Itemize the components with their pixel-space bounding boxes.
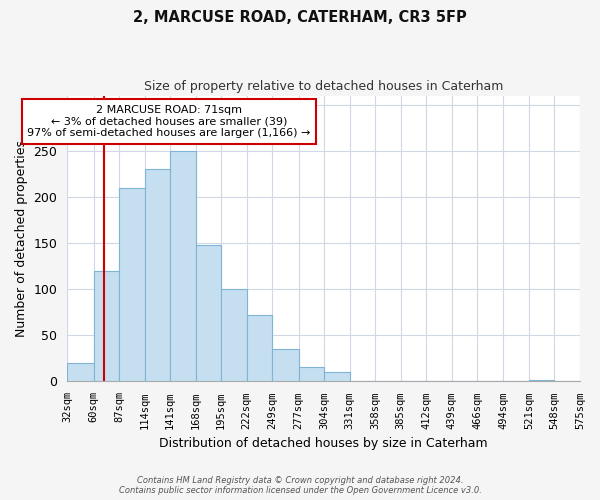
Title: Size of property relative to detached houses in Caterham: Size of property relative to detached ho… (144, 80, 503, 93)
Bar (529, 380, 554, 382)
X-axis label: Distribution of detached houses by size in Caterham: Distribution of detached houses by size … (159, 437, 488, 450)
Bar (67, 363, 94, 382)
Bar (145, 170, 170, 382)
Bar (324, 372, 350, 382)
Bar (196, 245, 221, 382)
Text: Contains HM Land Registry data © Crown copyright and database right 2024.
Contai: Contains HM Land Registry data © Crown c… (119, 476, 481, 495)
Text: 2 MARCUSE ROAD: 71sqm
← 3% of detached houses are smaller (39)
97% of semi-detac: 2 MARCUSE ROAD: 71sqm ← 3% of detached h… (28, 105, 311, 138)
Bar (299, 366, 324, 382)
Bar (94, 271, 119, 382)
Bar (119, 188, 145, 382)
Bar (170, 151, 196, 382)
Y-axis label: Number of detached properties: Number of detached properties (15, 140, 28, 337)
Bar (221, 289, 247, 382)
Text: 2, MARCUSE ROAD, CATERHAM, CR3 5FP: 2, MARCUSE ROAD, CATERHAM, CR3 5FP (133, 10, 467, 25)
Bar (247, 315, 272, 382)
Bar (272, 349, 299, 382)
